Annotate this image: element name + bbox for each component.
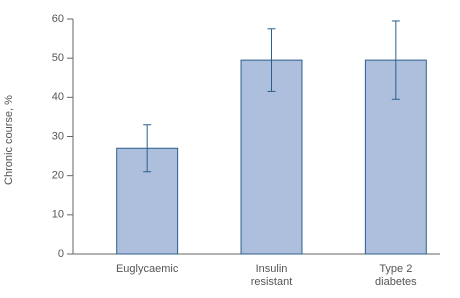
x-tick-label: Insulin resistant xyxy=(250,263,293,288)
x-tick-label: Euglycaemic xyxy=(115,263,179,275)
y-axis-label: Chronic course, % xyxy=(3,95,15,185)
x-tick-label: Type 2 diabetes xyxy=(375,263,417,288)
y-tick-label: 50 xyxy=(52,52,64,64)
y-tick-label: 40 xyxy=(52,91,64,103)
y-tick-label: 30 xyxy=(52,130,64,142)
y-tick-label: 10 xyxy=(52,209,64,221)
bar xyxy=(240,59,303,255)
y-tick-label: 0 xyxy=(58,248,64,260)
y-tick-label: 60 xyxy=(52,13,64,25)
y-tick-label: 20 xyxy=(52,170,64,182)
